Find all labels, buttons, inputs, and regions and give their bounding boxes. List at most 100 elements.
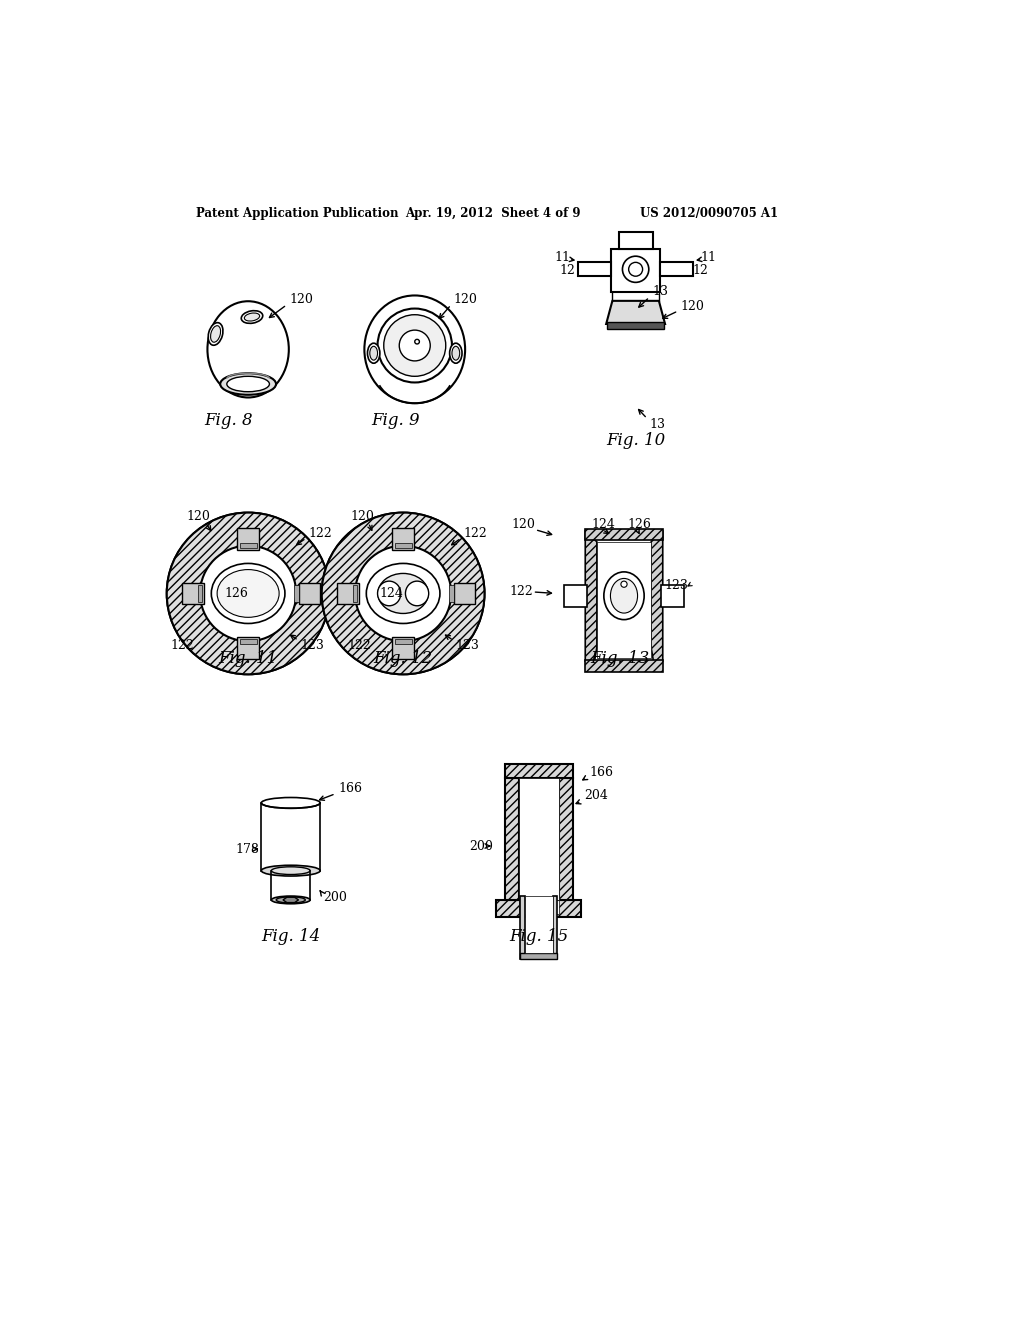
Text: 12: 12 [693, 264, 709, 277]
Polygon shape [586, 531, 597, 661]
Text: Patent Application Publication: Patent Application Publication [197, 207, 398, 220]
Ellipse shape [261, 866, 321, 876]
Bar [618, 232, 652, 249]
Text: 123: 123 [456, 639, 479, 652]
Text: 124: 124 [592, 517, 615, 531]
Text: 122: 122 [509, 585, 534, 598]
Ellipse shape [610, 578, 638, 612]
Circle shape [200, 545, 296, 642]
Ellipse shape [378, 573, 428, 614]
Bar [394, 639, 412, 644]
Ellipse shape [226, 376, 269, 392]
Text: 120: 120 [186, 510, 210, 523]
Ellipse shape [211, 564, 285, 623]
Text: Apr. 19, 2012  Sheet 4 of 9: Apr. 19, 2012 Sheet 4 of 9 [406, 207, 581, 220]
Bar [240, 639, 257, 644]
Text: Fig. 8: Fig. 8 [205, 412, 253, 429]
Ellipse shape [208, 322, 223, 346]
Ellipse shape [370, 346, 378, 360]
Ellipse shape [368, 343, 380, 363]
Text: 13: 13 [649, 417, 666, 430]
Circle shape [629, 263, 643, 276]
Ellipse shape [406, 581, 429, 606]
Circle shape [621, 581, 627, 587]
Ellipse shape [450, 343, 462, 363]
Ellipse shape [378, 581, 400, 606]
Ellipse shape [261, 797, 321, 808]
Bar [520, 896, 525, 960]
Text: Fig. 13: Fig. 13 [591, 651, 650, 668]
Text: Fig. 15: Fig. 15 [509, 928, 568, 945]
Polygon shape [651, 531, 663, 661]
Bar [597, 543, 651, 659]
Bar [579, 263, 611, 276]
Text: 13: 13 [652, 285, 669, 298]
Bar [198, 585, 203, 602]
Text: Fig. 12: Fig. 12 [374, 651, 433, 668]
Bar [505, 779, 518, 900]
Bar [553, 896, 557, 960]
Text: 178: 178 [234, 842, 259, 855]
Text: 123: 123 [665, 579, 688, 593]
Text: US 2012/0090705 A1: US 2012/0090705 A1 [640, 207, 777, 220]
Bar [518, 900, 559, 913]
Text: Fig. 9: Fig. 9 [371, 412, 420, 429]
Circle shape [378, 309, 452, 383]
Circle shape [167, 512, 330, 675]
Ellipse shape [271, 867, 310, 875]
Circle shape [399, 330, 430, 360]
Text: 124: 124 [380, 587, 403, 601]
Text: 11: 11 [700, 251, 717, 264]
Bar [449, 585, 454, 602]
Text: 200: 200 [469, 840, 493, 853]
Ellipse shape [245, 313, 260, 321]
Ellipse shape [220, 374, 276, 395]
Text: 120: 120 [681, 300, 705, 313]
Ellipse shape [208, 301, 289, 397]
Bar [586, 660, 663, 672]
Bar [611, 249, 660, 292]
Bar [520, 953, 557, 960]
Text: 120: 120 [454, 293, 477, 306]
Text: 122: 122 [171, 639, 195, 652]
Bar [238, 528, 259, 549]
Bar [240, 544, 257, 548]
Ellipse shape [276, 896, 305, 903]
Text: 166: 166 [589, 766, 613, 779]
Ellipse shape [211, 326, 220, 342]
Ellipse shape [242, 310, 263, 323]
Circle shape [415, 339, 420, 345]
Circle shape [322, 512, 484, 675]
Bar [496, 900, 582, 917]
Text: 166: 166 [339, 781, 362, 795]
Circle shape [167, 512, 330, 675]
Text: 122: 122 [308, 527, 333, 540]
Bar [294, 585, 299, 602]
Ellipse shape [271, 896, 310, 904]
Ellipse shape [367, 564, 440, 623]
Ellipse shape [604, 572, 644, 619]
Text: Fig. 11: Fig. 11 [218, 651, 278, 668]
Text: 126: 126 [628, 517, 651, 531]
Ellipse shape [365, 296, 465, 404]
Polygon shape [283, 898, 299, 903]
Bar [182, 582, 204, 605]
Text: 120: 120 [289, 293, 313, 306]
Bar [394, 544, 412, 548]
Text: 12: 12 [559, 264, 575, 277]
Text: 126: 126 [224, 587, 249, 601]
Text: 200: 200 [324, 891, 347, 904]
Text: 204: 204 [584, 789, 607, 803]
Bar [337, 582, 359, 605]
Bar [662, 585, 684, 607]
Text: Fig. 14: Fig. 14 [261, 928, 321, 945]
Ellipse shape [452, 346, 460, 360]
Ellipse shape [217, 570, 280, 618]
Bar [392, 528, 414, 549]
Bar [607, 322, 665, 329]
Circle shape [623, 256, 649, 282]
Text: 122: 122 [464, 527, 487, 540]
Bar [524, 896, 553, 953]
Bar [505, 764, 572, 779]
Text: 122: 122 [347, 639, 371, 652]
